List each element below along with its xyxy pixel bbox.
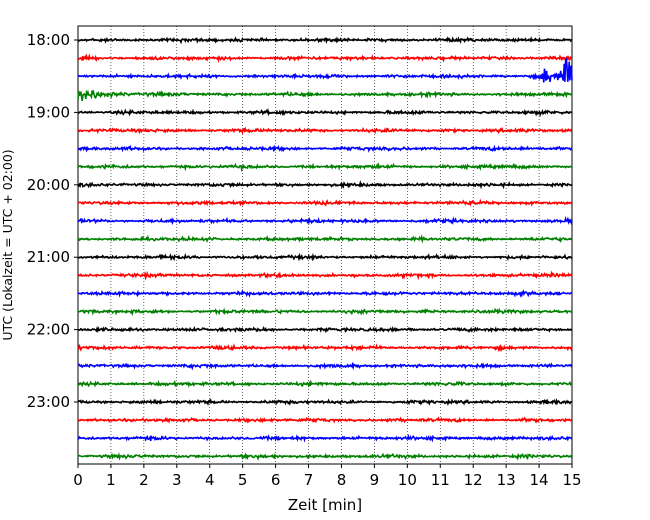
trace-line [78, 234, 573, 244]
trace-line [77, 289, 573, 298]
y-tick-label: 22:00 [27, 321, 70, 339]
trace-line [77, 215, 573, 226]
plot-frame [77, 25, 573, 465]
x-tick-label: 5 [238, 471, 248, 489]
x-tick-label: 1 [106, 471, 116, 489]
x-axis-ticks: 0 1 2 3 4 5 6 7 8 9 10 11 12 13 14 15 [73, 464, 582, 489]
x-tick-label: 0 [73, 471, 83, 489]
trace-line [78, 198, 572, 207]
x-tick-label: 7 [304, 471, 314, 489]
x-axis-label: Zeit [min] [288, 496, 362, 514]
trace-line [77, 307, 573, 317]
traces [77, 36, 573, 462]
trace-line [77, 144, 573, 153]
x-tick-label: 9 [370, 471, 380, 489]
x-tick-label: 15 [562, 471, 581, 489]
trace-line [77, 89, 573, 102]
trace-line [77, 325, 573, 334]
trace-line [77, 57, 573, 83]
trace-line [77, 416, 573, 424]
y-axis-ticks: 18:00 19:00 20:00 21:00 22:00 23:00 [27, 31, 78, 411]
trace-line [77, 452, 573, 462]
y-tick-label: 23:00 [27, 393, 70, 411]
grid [110, 26, 540, 464]
x-tick-label: 10 [398, 471, 417, 489]
x-tick-label: 14 [530, 471, 549, 489]
trace-line [77, 343, 573, 353]
y-axis-label: UTC (Lokalzeit = UTC + 02:00) [0, 149, 15, 340]
y-tick-label: 19:00 [27, 103, 70, 121]
trace-line [77, 361, 573, 371]
x-tick-label: 13 [497, 471, 516, 489]
trace-line [77, 433, 573, 443]
trace-line [77, 379, 573, 389]
trace-line [78, 126, 573, 135]
trace-line [77, 179, 573, 190]
x-tick-label: 12 [464, 471, 483, 489]
trace-line [77, 397, 573, 407]
x-tick-label: 2 [139, 471, 149, 489]
y-tick-label: 21:00 [27, 248, 70, 266]
x-tick-label: 11 [431, 471, 450, 489]
trace-line [77, 162, 573, 173]
trace-line [77, 53, 573, 64]
trace-line [77, 252, 573, 262]
x-tick-label: 4 [205, 471, 215, 489]
y-tick-label: 18:00 [27, 31, 70, 49]
x-tick-label: 3 [172, 471, 182, 489]
trace-line [78, 270, 573, 281]
x-tick-label: 8 [337, 471, 347, 489]
trace-line [77, 36, 573, 45]
trace-line [77, 107, 573, 118]
y-tick-label: 20:00 [27, 176, 70, 194]
x-tick-label: 6 [271, 471, 281, 489]
